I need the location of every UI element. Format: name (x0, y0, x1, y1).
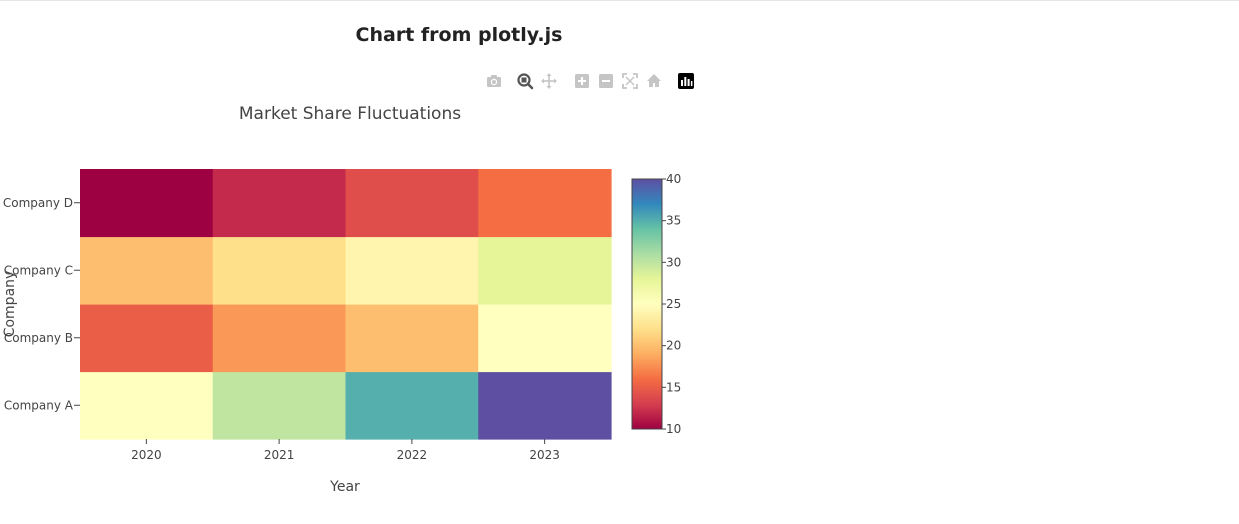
y-axis: Company A Company B Company C Company D (3, 196, 80, 412)
colorbar-tick-label: 20 (666, 339, 681, 353)
top-border (0, 0, 1239, 1)
y-tick-label: Company A (4, 398, 74, 412)
chart-title: Market Share Fluctuations (239, 104, 461, 124)
x-tick-label: 2023 (529, 448, 560, 462)
heatmap-cell[interactable] (212, 304, 347, 373)
heatmap-cell[interactable] (212, 371, 347, 440)
y-axis-title: Company (2, 271, 18, 338)
heatmap-cell[interactable] (345, 236, 479, 305)
heatmap-cell[interactable] (80, 169, 214, 238)
plotly-logo-icon[interactable] (676, 71, 696, 91)
heatmap-cell[interactable] (80, 304, 214, 373)
pan-icon[interactable] (539, 71, 559, 91)
autoscale-icon[interactable] (620, 71, 640, 91)
heatmap-cells (80, 169, 612, 440)
zoom-icon[interactable] (515, 71, 535, 91)
page-title: Chart from plotly.js (355, 24, 563, 46)
heatmap-cell[interactable] (478, 371, 612, 440)
y-tick-label: Company C (4, 263, 73, 277)
y-tick-label: Company D (3, 196, 73, 210)
colorbar-tick-label: 40 (666, 172, 681, 186)
reset-axes-icon[interactable] (644, 71, 664, 91)
colorbar-tick-label: 25 (666, 297, 681, 311)
camera-icon[interactable] (484, 71, 504, 91)
heatmap-cell[interactable] (478, 236, 612, 305)
colorbar-tick-label: 30 (666, 255, 681, 269)
colorbar-gradient (631, 178, 663, 430)
colorbar-tick-label: 35 (666, 214, 681, 228)
heatmap-cell[interactable] (345, 304, 479, 373)
heatmap-cell[interactable] (478, 169, 612, 238)
y-tick-label: Company B (4, 331, 73, 345)
heatmap-cell[interactable] (80, 236, 214, 305)
colorbar: 10 15 20 25 30 35 40 (631, 172, 681, 436)
x-tick-label: 2020 (131, 448, 162, 462)
zoom-out-icon[interactable] (596, 71, 616, 91)
heatmap-cell[interactable] (212, 236, 347, 305)
zoom-in-icon[interactable] (572, 71, 592, 91)
x-axis-title: Year (329, 479, 360, 495)
x-axis: 2020 2021 2022 2023 (131, 439, 560, 462)
colorbar-tick-label: 15 (666, 380, 681, 394)
colorbar-tick-label: 10 (666, 422, 681, 436)
x-tick-label: 2022 (397, 448, 428, 462)
heatmap-cell[interactable] (80, 371, 214, 440)
heatmap-cell[interactable] (212, 169, 347, 238)
heatmap-cell[interactable] (345, 169, 479, 238)
heatmap-cell[interactable] (478, 304, 612, 373)
x-tick-label: 2021 (264, 448, 295, 462)
heatmap-cell[interactable] (345, 371, 479, 440)
